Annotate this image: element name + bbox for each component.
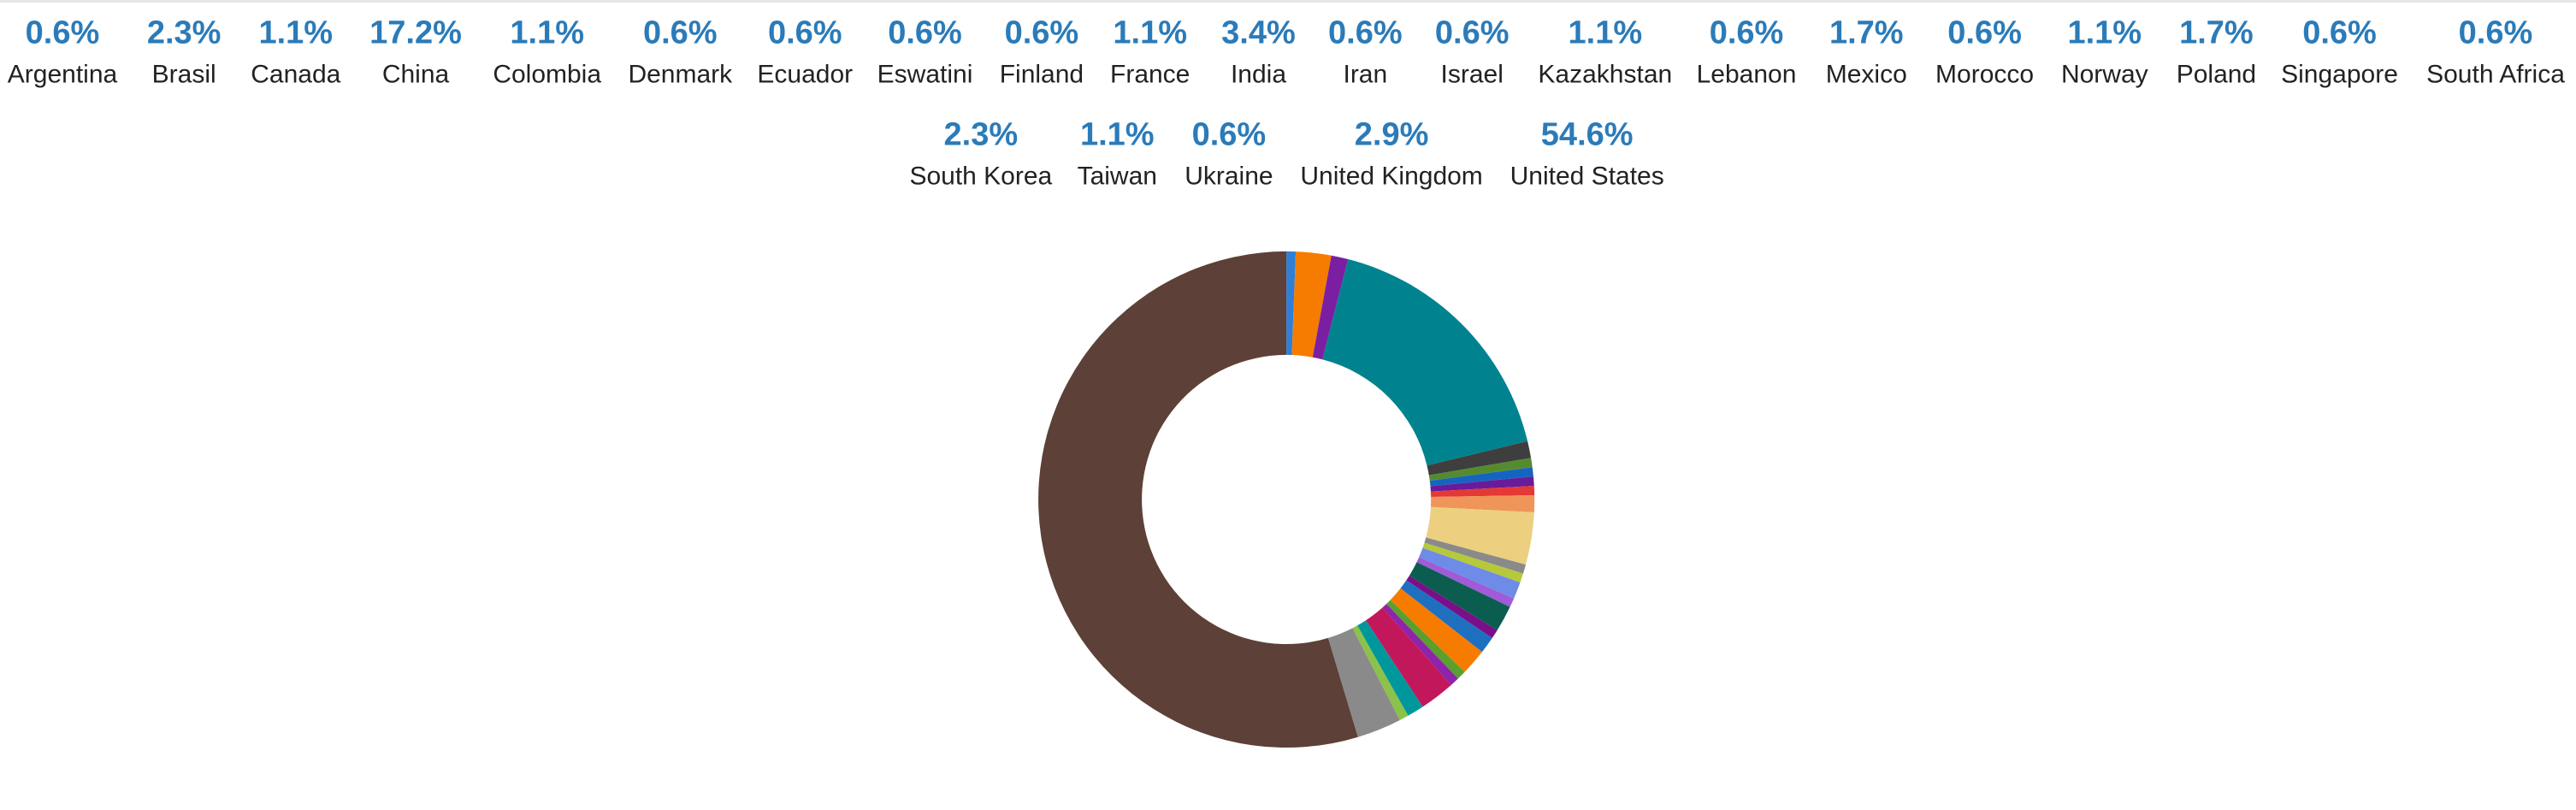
donut-slice — [1327, 628, 1400, 737]
value-label: 0.6% — [2302, 15, 2377, 50]
value-label: 3.4% — [1221, 15, 1296, 50]
donut-slice — [1366, 607, 1451, 707]
donut-slice — [1409, 562, 1510, 630]
donut-slice — [1430, 476, 1534, 492]
value-label: 0.6% — [1192, 116, 1267, 152]
value-label: 54.6% — [1541, 116, 1634, 152]
category-label: Taiwan — [1078, 162, 1157, 190]
donut-slice — [1390, 588, 1482, 672]
category-label: Mexico — [1826, 60, 1907, 88]
value-label: 1.1% — [1113, 15, 1187, 50]
category-label: Ecuador — [757, 60, 853, 88]
donut-slice — [1426, 506, 1534, 565]
category-label: Canada — [251, 60, 340, 88]
value-label: 0.6% — [643, 15, 718, 50]
category-label: Argentina — [8, 60, 118, 88]
category-label: Morocco — [1935, 60, 2034, 88]
value-label: 1.1% — [1080, 116, 1155, 152]
category-label: Israel — [1441, 60, 1504, 88]
category-label: United Kingdom — [1300, 162, 1482, 190]
category-label: Finland — [1000, 60, 1084, 88]
category-label: China — [382, 60, 450, 88]
donut-slice — [1386, 600, 1465, 679]
value-label: 0.6% — [1005, 15, 1079, 50]
donut-slice — [1429, 467, 1533, 487]
category-label: Brasil — [152, 60, 216, 88]
donut-slice — [1322, 259, 1528, 466]
value-label: 1.7% — [1829, 15, 1904, 50]
value-label: 2.3% — [147, 15, 222, 50]
donut-slice — [1430, 486, 1535, 498]
category-label: Eswatini — [877, 60, 973, 88]
donut-slice — [1422, 542, 1523, 583]
donut-slice — [1424, 537, 1527, 574]
category-label: Singapore — [2281, 60, 2398, 88]
value-label: 1.1% — [2067, 15, 2142, 50]
value-label: 17.2% — [369, 15, 462, 50]
value-label: 1.7% — [2179, 15, 2254, 50]
value-label: 0.6% — [1435, 15, 1510, 50]
category-label: Iran — [1343, 60, 1387, 88]
donut-slice — [1286, 251, 1297, 356]
donut-slice — [1357, 620, 1423, 716]
value-label: 0.6% — [1328, 15, 1403, 50]
value-label: 1.1% — [510, 15, 584, 50]
donut-slice — [1312, 255, 1349, 360]
category-label: Kazakhstan — [1538, 60, 1672, 88]
donut-slice — [1427, 440, 1532, 476]
donut-slice — [1419, 547, 1521, 599]
category-label: Poland — [2177, 60, 2256, 88]
donut-slice — [1416, 557, 1515, 607]
donut-slice — [1352, 625, 1409, 720]
value-label: 0.6% — [26, 15, 100, 50]
donut-slice — [1430, 494, 1535, 513]
donut-slice — [1038, 251, 1358, 748]
value-label: 0.6% — [768, 15, 842, 50]
value-label: 0.6% — [2459, 15, 2533, 50]
value-label: 1.1% — [1569, 15, 1643, 50]
category-label: Norway — [2061, 60, 2148, 88]
donut-slice — [1428, 458, 1533, 481]
value-label: 0.6% — [1710, 15, 1784, 50]
donut-slice — [1291, 251, 1332, 358]
value-label: 0.6% — [888, 15, 962, 50]
donut-slice — [1400, 580, 1492, 653]
donut-slice — [1406, 576, 1498, 639]
category-label: Colombia — [493, 60, 601, 88]
value-label: 2.9% — [1355, 116, 1429, 152]
category-label: France — [1110, 60, 1190, 88]
category-label: South Africa — [2426, 60, 2565, 88]
donut-slice — [1382, 604, 1458, 685]
value-label: 1.1% — [258, 15, 333, 50]
category-label: Denmark — [628, 60, 733, 88]
category-label: Ukraine — [1185, 162, 1273, 190]
category-label: United States — [1510, 162, 1664, 190]
value-label: 0.6% — [1947, 15, 2022, 50]
category-label: India — [1231, 60, 1286, 88]
category-label: South Korea — [909, 162, 1052, 190]
category-label: Lebanon — [1697, 60, 1797, 88]
value-label: 2.3% — [944, 116, 1019, 152]
